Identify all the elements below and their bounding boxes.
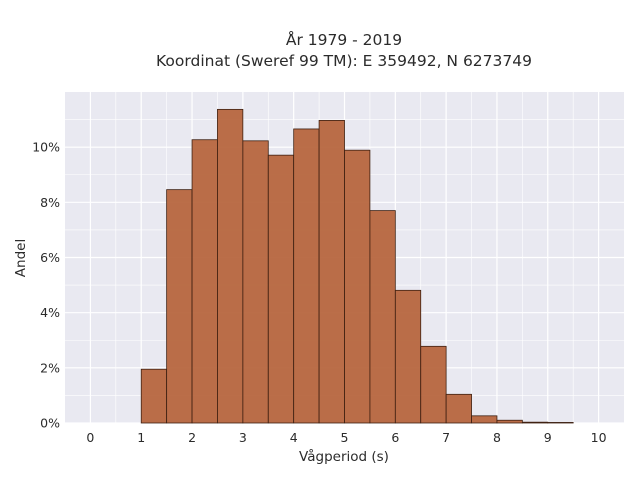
histogram-bar [394,289,422,424]
x-tick-label: 10 [591,430,607,445]
histogram-bar [521,421,549,424]
chart-title-line-1: År 1979 - 2019 [286,30,402,49]
histogram-bar [267,154,295,424]
histogram-bar [471,415,498,424]
x-tick-label: 7 [442,430,450,445]
histogram-bar [344,149,371,424]
y-tick-label: 4% [40,305,60,320]
histogram-bar [420,345,447,424]
x-tick-label: 1 [137,430,145,445]
x-axis-label: Vågperiod (s) [299,448,389,465]
histogram-bar [318,120,345,424]
histogram-bar [140,368,168,424]
x-tick-label: 3 [239,430,247,445]
histogram-bar [293,128,320,424]
x-tick-label: 5 [341,430,349,445]
histogram-bar [166,189,193,424]
bars [140,108,574,424]
y-axis-ticks: 0% 2% 4% 6% 8% 10% [32,140,60,431]
x-tick-label: 6 [391,430,399,445]
x-axis-ticks: 0 1 2 3 4 5 6 7 8 9 10 [86,430,606,445]
histogram-bar [217,108,244,424]
y-tick-label: 8% [40,195,60,210]
histogram-bar [547,422,574,424]
y-tick-label: 2% [40,360,60,375]
y-tick-label: 0% [40,416,60,431]
histogram-bar [369,210,396,424]
histogram-bar [496,419,523,424]
x-tick-label: 9 [544,430,552,445]
x-tick-label: 8 [493,430,501,445]
chart-title-line-2: Koordinat (Sweref 99 TM): E 359492, N 62… [156,52,532,70]
y-axis-label: Andel [13,239,29,277]
histogram-bar [191,139,218,424]
histogram-bar [242,140,269,424]
x-tick-label: 4 [290,430,298,445]
x-tick-label: 0 [86,430,94,445]
histogram-bar [445,393,472,424]
x-tick-label: 2 [188,430,196,445]
y-tick-label: 10% [32,140,60,155]
y-tick-label: 6% [40,250,60,265]
